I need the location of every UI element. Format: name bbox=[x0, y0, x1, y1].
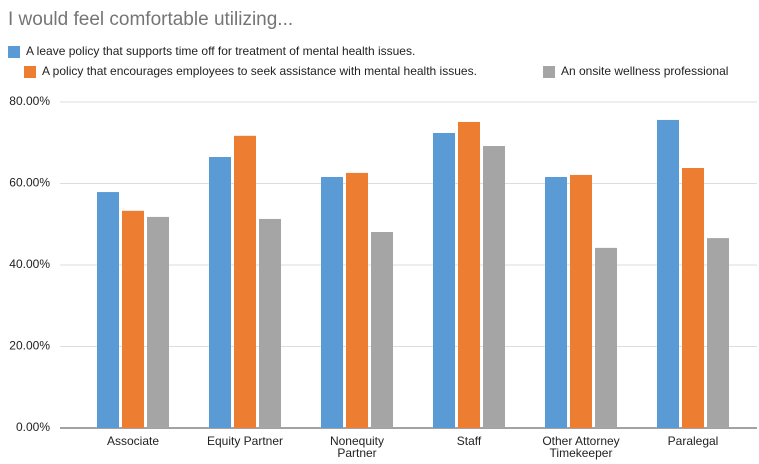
bar bbox=[234, 135, 256, 428]
bar bbox=[209, 157, 231, 428]
y-tick-label: 20.00% bbox=[9, 339, 50, 353]
x-tick-label: Staff bbox=[456, 434, 482, 448]
bar bbox=[458, 121, 480, 428]
bar bbox=[483, 146, 505, 428]
legend-swatch bbox=[24, 66, 36, 78]
bar bbox=[259, 218, 281, 428]
legend-swatch bbox=[543, 66, 555, 78]
bar bbox=[147, 216, 169, 428]
bar bbox=[682, 168, 704, 428]
legend-label: A leave policy that supports time off fo… bbox=[26, 44, 415, 58]
y-tick-label: 40.00% bbox=[9, 257, 50, 271]
bar bbox=[371, 231, 393, 428]
bar bbox=[321, 176, 343, 428]
bar bbox=[707, 238, 729, 428]
x-tick-label: Associate bbox=[106, 434, 160, 448]
y-tick-label: 80.00% bbox=[9, 94, 50, 108]
bar bbox=[570, 174, 592, 428]
bar bbox=[657, 119, 679, 429]
legend-swatch bbox=[8, 46, 20, 58]
bar bbox=[433, 132, 455, 428]
bar bbox=[346, 172, 368, 428]
x-tick-label: Paralegal bbox=[667, 434, 719, 448]
bar bbox=[97, 192, 119, 428]
y-tick-label: 0.00% bbox=[16, 420, 50, 434]
legend-label: An onsite wellness professional bbox=[561, 64, 728, 78]
bar bbox=[545, 176, 567, 428]
x-tick-label: Nonequity Partner bbox=[329, 434, 385, 460]
y-tick-label: 60.00% bbox=[9, 176, 50, 190]
chart-title: I would feel comfortable utilizing... bbox=[8, 9, 293, 30]
bar bbox=[595, 247, 617, 428]
bar bbox=[122, 210, 144, 428]
x-tick-label: Equity Partner bbox=[206, 434, 284, 448]
legend-label: A policy that encourages employees to se… bbox=[42, 64, 477, 78]
x-tick-label: Other Attorney Timekeeper bbox=[542, 434, 620, 460]
